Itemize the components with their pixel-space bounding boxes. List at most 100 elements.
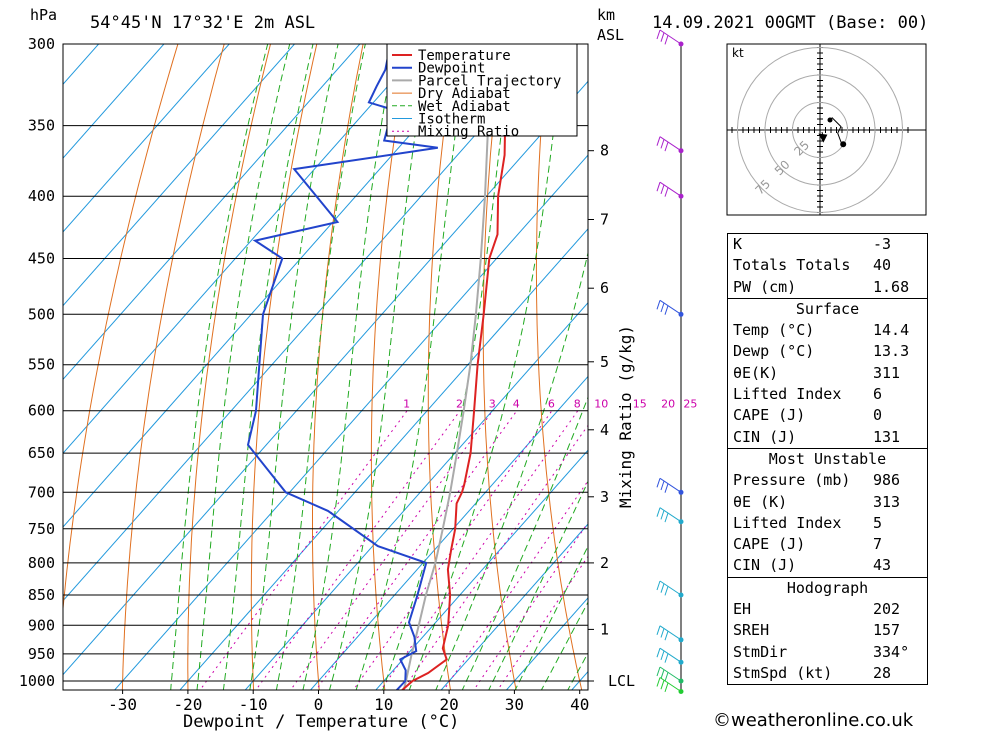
index-key: θE (K) [733, 492, 788, 511]
hodograph-ring [764, 74, 876, 186]
index-value: 0 [873, 406, 883, 425]
dry-adiabat-line [250, 44, 318, 690]
datetime-title: 14.09.2021 00GMT (Base: 00) [652, 13, 928, 33]
mixing-ratio-label: 4 [513, 398, 520, 411]
index-key: StmDir [733, 642, 788, 661]
dry-adiabat-line [963, 26, 1000, 702]
index-row: Dewp (°C) 13.3 [728, 341, 927, 362]
isotherm-line [375, 449, 588, 690]
index-key: EH [733, 600, 752, 619]
dry-adiabat-line [63, 44, 179, 615]
temperature-axis: -30 -20 -10 0 10 20 30 40 [108, 690, 589, 714]
index-value: 131 [873, 427, 901, 446]
mixing-ratio-axis-title: Mixing Ratio (g/kg) [616, 325, 635, 508]
wet-adiabat-line [196, 44, 291, 690]
index-value: 986 [873, 471, 901, 490]
indices-table: K -3 Totals Totals 40 PW (cm) 1.68 Surface Te… [727, 233, 928, 686]
dry-adiabat-line [427, 44, 457, 690]
index-key: Totals Totals [733, 256, 851, 275]
hodograph-start-dot [827, 117, 833, 123]
isotherm-line [63, 44, 100, 86]
index-row: CIN (J) 43 [728, 555, 927, 576]
mixing-ratio-label: 2 [456, 398, 463, 411]
wind-barb [656, 299, 682, 315]
index-row: StmSpd (kt) 28 [728, 663, 927, 684]
wet-adiabat-line [222, 44, 314, 690]
legend-entry: Wet Adiabat [418, 99, 511, 115]
index-row: SREH 157 [728, 620, 927, 641]
index-value: 13.3 [873, 342, 910, 361]
index-key: CAPE (J) [733, 535, 806, 554]
index-row: Temp (°C) 14.4 [728, 320, 927, 341]
wind-profile [656, 29, 684, 694]
index-row: PW (cm) 1.68 [728, 277, 927, 298]
mixing-ratio-label: 3 [489, 398, 496, 411]
pressure-tick-label: 800 [28, 554, 55, 572]
isotherm-line [63, 44, 557, 602]
mixing-ratio-label: 25 [683, 398, 697, 411]
pressure-tick-label: 850 [28, 586, 55, 604]
index-row: θE (K) 313 [728, 492, 927, 513]
temperature-tick-label: 20 [439, 695, 458, 714]
dewpoint-line [246, 44, 438, 690]
temperature-tick-label: 0 [314, 695, 324, 714]
index-row: Lifted Index 5 [728, 513, 927, 534]
temperature-tick-label: 30 [505, 695, 524, 714]
isotherm-line [63, 44, 230, 233]
index-key: StmSpd (kt) [733, 663, 833, 682]
wet-adiabat-line [382, 44, 514, 690]
isotherm-line [63, 44, 426, 454]
temperature-line [400, 44, 511, 690]
height-tick-label: 6 [600, 279, 609, 297]
index-value: 7 [873, 535, 883, 554]
wet-adiabat-line [328, 44, 430, 690]
mixing-ratio-line [315, 410, 518, 690]
height-unit-asl: ASL [597, 26, 624, 44]
pressure-tick-label: 950 [28, 645, 55, 663]
index-key: K [733, 235, 743, 253]
index-value: 14.4 [873, 321, 910, 340]
credit-link[interactable]: ©weatheronline.co.uk [713, 710, 914, 731]
index-value: 5 [873, 513, 883, 532]
isotherm-line [179, 228, 588, 690]
mixing-ratio-line [255, 410, 461, 690]
index-key: Pressure (mb) [733, 471, 851, 490]
legend-entry: Mixing Ratio [418, 124, 519, 140]
wet-adiabat-line [408, 44, 565, 690]
indices-surface: Surface Temp (°C) 14.4 Dewp (°C) 13.3 θE(K) 3… [728, 297, 927, 448]
height-tick-label: 8 [600, 142, 609, 160]
wind-barb [656, 625, 682, 641]
index-row: Lifted Index 6 [728, 384, 927, 405]
height-tick-label: 5 [600, 353, 609, 371]
dry-adiabat-line [121, 44, 225, 690]
index-key: Lifted Index [733, 385, 842, 404]
indices-most-unstable: Most Unstable Pressure (mb) 986 θE (K) 313 L… [728, 447, 927, 577]
index-value: 28 [873, 663, 892, 682]
hodograph-unit: kt [732, 46, 744, 60]
index-row: StmDir 334° [728, 642, 927, 663]
isotherm-line [244, 301, 588, 690]
index-row: CAPE (J) 0 [728, 405, 927, 426]
isotherm-line [63, 80, 588, 676]
legend-entry: Dry Adiabat [418, 86, 511, 102]
hodograph-ring [737, 47, 903, 213]
index-value: 40 [873, 256, 892, 275]
temperature-tick-label: -30 [108, 695, 137, 714]
wind-barb [656, 136, 682, 152]
isotherm-line [309, 375, 588, 690]
wind-barb [656, 507, 682, 523]
mixing-ratio-line [352, 410, 553, 690]
most-unstable-title: Most Unstable [768, 449, 887, 468]
index-key: PW (cm) [733, 277, 797, 296]
index-key: CAPE (J) [733, 406, 806, 425]
wind-barb [656, 677, 682, 693]
index-key: Dewp (°C) [733, 342, 815, 361]
pressure-tick-label: 450 [28, 250, 55, 268]
pressure-tick-label: 400 [28, 187, 55, 205]
surface-title: Surface [795, 299, 860, 318]
wind-barb [656, 181, 682, 197]
legend-entry: Isotherm [418, 112, 485, 128]
wind-barb [656, 477, 682, 493]
pressure-tick-label: 600 [28, 402, 55, 420]
